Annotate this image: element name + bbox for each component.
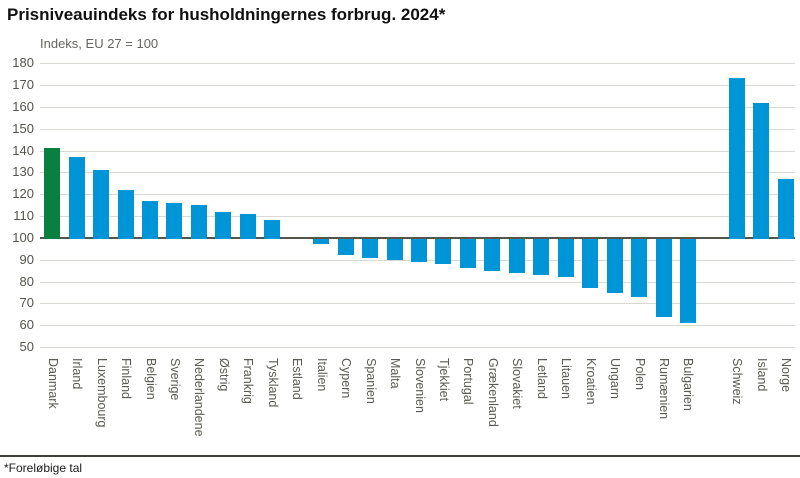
x-label-kroatien: Kroatien xyxy=(583,358,598,405)
x-label-sverige: Sverige xyxy=(167,358,182,401)
x-label-polen: Polen xyxy=(632,358,647,390)
bar-rumænien xyxy=(655,238,672,317)
bar-litauen xyxy=(557,238,574,278)
chart-subtitle: Indeks, EU 27 = 100 xyxy=(40,36,159,51)
bar-slovakiet xyxy=(508,238,525,273)
x-label-irland: Irland xyxy=(70,358,85,390)
y-tick-label-60: 60 xyxy=(19,317,34,333)
bar-nederlandene xyxy=(190,205,207,239)
bar-schweiz xyxy=(728,78,745,239)
bar-ungarn xyxy=(606,238,623,293)
x-label-finland: Finland xyxy=(119,358,134,399)
price-level-index-chart: Prisniveauindeks for husholdningernes fo… xyxy=(7,5,795,437)
bottom-divider xyxy=(0,455,800,457)
gridline-120 xyxy=(40,194,795,196)
x-label-norge: Norge xyxy=(779,358,794,393)
y-tick-label-150: 150 xyxy=(12,120,34,136)
y-tick-label-80: 80 xyxy=(19,273,34,289)
y-tick-label-120: 120 xyxy=(12,186,34,202)
y-tick-label-180: 180 xyxy=(12,55,34,71)
bar-tyskland xyxy=(264,220,281,239)
bar-irland xyxy=(68,157,85,239)
gridline-150 xyxy=(40,128,795,130)
x-label-ungarn: Ungarn xyxy=(608,358,623,399)
bar-spanien xyxy=(362,238,379,258)
gridline-160 xyxy=(40,106,795,108)
gridline-50 xyxy=(40,347,795,349)
x-label-island: Island xyxy=(754,358,769,392)
y-tick-label-90: 90 xyxy=(19,251,34,267)
chart-title: Prisniveauindeks for husholdningernes fo… xyxy=(7,5,446,24)
bar-frankrig xyxy=(239,213,256,239)
y-tick-label-170: 170 xyxy=(12,77,34,93)
bar-polen xyxy=(631,238,648,297)
bar-grækenland xyxy=(484,238,501,271)
gridline-170 xyxy=(40,85,795,87)
x-label-slovakiet: Slovakiet xyxy=(510,358,525,409)
bar-danmark xyxy=(44,148,61,239)
bar-østrig xyxy=(215,211,232,239)
x-label-italien: Italien xyxy=(314,358,329,392)
bar-slovenien xyxy=(411,238,427,262)
y-tick-label-100: 100 xyxy=(12,229,34,245)
x-label-østrig: Østrig xyxy=(216,358,231,392)
x-label-belgien: Belgien xyxy=(143,358,158,400)
x-label-malta: Malta xyxy=(388,358,403,389)
x-label-rumænien: Rumænien xyxy=(657,358,672,420)
x-label-schweiz: Schweiz xyxy=(730,358,745,405)
bar-luxembourg xyxy=(93,170,110,239)
gridline-80 xyxy=(40,281,795,283)
bar-italien xyxy=(313,238,330,245)
x-label-letland: Letland xyxy=(534,358,549,400)
y-tick-label-140: 140 xyxy=(12,142,34,158)
bar-tjekkiet xyxy=(435,238,452,265)
bar-norge xyxy=(777,178,794,239)
bar-cypern xyxy=(337,238,354,256)
x-label-luxembourg: Luxembourg xyxy=(94,358,109,428)
x-label-danmark: Danmark xyxy=(45,358,60,409)
y-tick-label-160: 160 xyxy=(12,98,34,114)
gridline-180 xyxy=(40,63,795,65)
bar-finland xyxy=(117,189,134,239)
x-label-portugal: Portugal xyxy=(461,358,476,405)
y-tick-label-110: 110 xyxy=(13,208,34,224)
y-tick-label-50: 50 xyxy=(19,339,34,355)
bar-portugal xyxy=(459,238,476,269)
bar-island xyxy=(753,102,770,239)
bar-sverige xyxy=(166,202,183,239)
x-label-nederlandene: Nederlandene xyxy=(192,358,207,437)
x-label-bulgarien: Bulgarien xyxy=(681,358,696,411)
x-label-grækenland: Grækenland xyxy=(485,358,500,427)
y-tick-label-70: 70 xyxy=(19,295,34,311)
x-label-frankrig: Frankrig xyxy=(241,358,256,404)
x-label-spanien: Spanien xyxy=(363,358,378,404)
bar-kroatien xyxy=(582,238,599,289)
x-label-litauen: Litauen xyxy=(559,358,574,400)
x-label-tyskland: Tyskland xyxy=(265,358,280,408)
x-label-estland: Estland xyxy=(290,358,305,400)
y-tick-label-130: 130 xyxy=(12,164,34,180)
x-label-tjekkiet: Tjekkiet xyxy=(436,358,451,402)
bar-letland xyxy=(533,238,550,276)
bar-bulgarien xyxy=(679,238,696,324)
x-label-slovenien: Slovenien xyxy=(412,358,427,413)
gridline-70 xyxy=(40,303,795,305)
x-label-cypern: Cypern xyxy=(339,358,354,399)
bar-belgien xyxy=(142,200,159,239)
gridline-60 xyxy=(40,325,795,327)
bar-malta xyxy=(386,238,403,260)
gridline-130 xyxy=(40,172,795,174)
footnote: *Foreløbige tal xyxy=(4,461,83,475)
x-axis-baseline-100 xyxy=(40,237,795,240)
gridline-110 xyxy=(40,216,795,218)
gridline-140 xyxy=(40,150,795,152)
